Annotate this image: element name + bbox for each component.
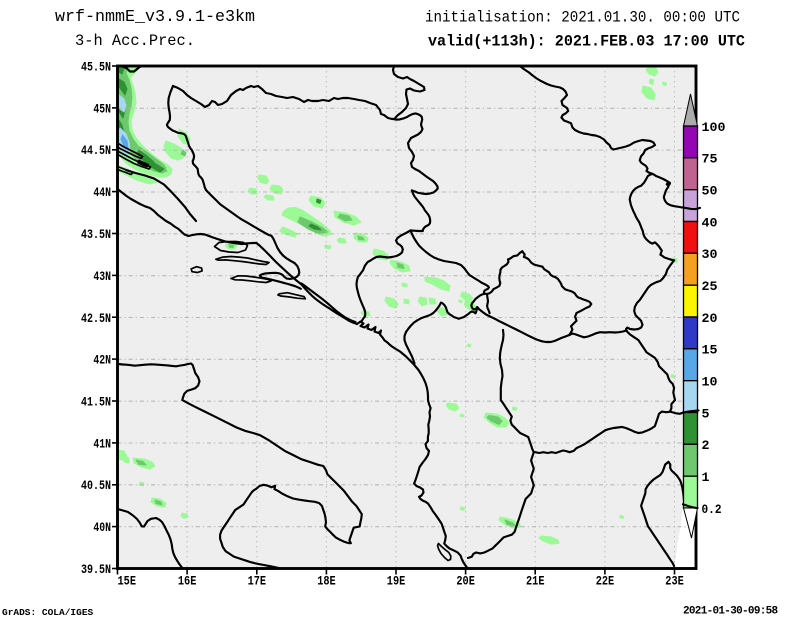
svg-text:10: 10: [702, 375, 718, 390]
svg-text:0.2: 0.2: [702, 502, 722, 517]
svg-text:5: 5: [702, 406, 710, 421]
svg-text:40.5N: 40.5N: [81, 479, 111, 493]
svg-text:16E: 16E: [178, 575, 197, 589]
svg-text:41.5N: 41.5N: [81, 396, 111, 410]
svg-text:23E: 23E: [665, 575, 684, 589]
svg-text:wrf-nmmE_v3.9.1-e3km: wrf-nmmE_v3.9.1-e3km: [55, 8, 255, 27]
svg-text:30: 30: [702, 247, 718, 262]
svg-text:GrADS: COLA/IGES: GrADS: COLA/IGES: [2, 607, 94, 618]
svg-text:18E: 18E: [317, 575, 336, 589]
svg-text:40: 40: [702, 215, 718, 230]
svg-text:44N: 44N: [93, 186, 111, 200]
svg-text:20: 20: [702, 311, 718, 326]
svg-text:100: 100: [702, 120, 726, 135]
svg-text:39.5N: 39.5N: [81, 563, 111, 577]
svg-text:2021-01-30-09:58: 2021-01-30-09:58: [683, 606, 779, 618]
svg-text:75: 75: [702, 152, 718, 167]
svg-text:45N: 45N: [93, 102, 111, 116]
svg-text:15: 15: [702, 343, 718, 358]
svg-text:42N: 42N: [93, 354, 111, 368]
svg-text:15E: 15E: [118, 575, 137, 589]
svg-text:3-h Acc.Prec.: 3-h Acc.Prec.: [75, 32, 195, 50]
svg-text:44.5N: 44.5N: [81, 144, 111, 158]
svg-text:50: 50: [702, 184, 718, 199]
svg-text:21E: 21E: [526, 575, 545, 589]
svg-text:19E: 19E: [387, 575, 406, 589]
svg-text:valid(+113h): 2021.FEB.03 17:0: valid(+113h): 2021.FEB.03 17:00 UTC: [428, 33, 745, 51]
svg-text:42.5N: 42.5N: [81, 312, 111, 326]
svg-text:17E: 17E: [248, 575, 267, 589]
svg-text:initialisation: 2021.01.30. 0: initialisation: 2021.01.30. 00:00 UTC: [425, 9, 740, 27]
svg-text:45.5N: 45.5N: [81, 61, 111, 75]
svg-text:41N: 41N: [93, 437, 111, 451]
svg-text:20E: 20E: [456, 575, 475, 589]
svg-text:25: 25: [702, 279, 718, 294]
svg-text:2: 2: [702, 438, 710, 453]
svg-text:1: 1: [702, 470, 710, 485]
svg-text:43N: 43N: [93, 270, 111, 284]
svg-text:22E: 22E: [596, 575, 615, 589]
svg-text:40N: 40N: [93, 521, 111, 535]
svg-text:43.5N: 43.5N: [81, 228, 111, 242]
